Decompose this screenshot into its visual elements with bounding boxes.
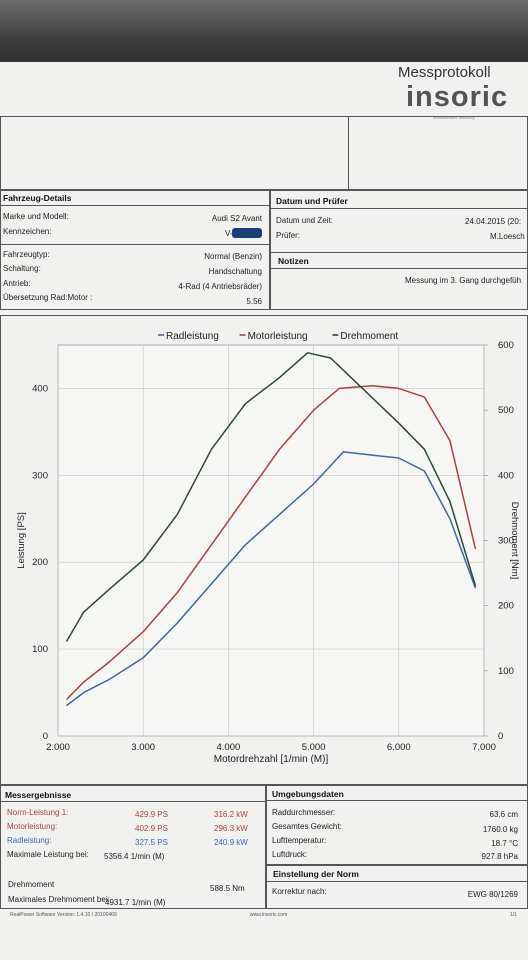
power-torque-chart: 2.000 3.000 4.000 5.000 6.000 7.0000100200300…	[16, 331, 520, 765]
y-tick-label: 400	[32, 383, 48, 394]
vehicle-value-4: 4-Rad (4 Antriebsräder)	[178, 282, 262, 291]
env-value-1: 1760.0 kg	[482, 825, 518, 834]
env-label-3: Luftdruck:	[272, 850, 308, 859]
env-label-2: Lufttemperatur:	[272, 836, 327, 845]
result-ps-0: 429.9 PS	[135, 810, 168, 819]
y-tick-label: 300	[32, 470, 48, 481]
result-label-2: Radleistung:	[7, 836, 52, 845]
env-label-0: Raddurchmesser:	[272, 808, 336, 817]
result-ps-1: 402.9 PS	[135, 824, 168, 833]
date-section-title: Datum und Prüfer	[276, 196, 348, 206]
norm-value: EWG 80/1269	[467, 890, 518, 899]
x-axis-label: Motordrehzahl [1/min (M)]	[214, 754, 329, 765]
y2-tick-label: 600	[498, 340, 514, 351]
header-box	[0, 116, 528, 190]
x-tick-label: 7.000	[472, 742, 496, 753]
torque-value: 588.5 Nm	[210, 884, 245, 893]
result-ps-2: 327.5 PS	[135, 838, 168, 847]
results-box	[0, 785, 266, 909]
legend-entry: Drehmoment	[340, 331, 398, 342]
series-line-radleistung	[66, 451, 477, 707]
vehicle-label-0: Marke und Modell:	[3, 212, 69, 221]
y-tick-label: 200	[32, 557, 48, 568]
result-label-1: Motorleistung:	[7, 822, 58, 831]
footer-software: RealPower Software Version: 1.4.10 / 201…	[10, 912, 117, 918]
y-tick-label: 100	[32, 644, 48, 655]
result-kw-0: 316.2 kW	[214, 810, 248, 819]
datetime-value: 24.04.2015 (20:	[465, 217, 522, 226]
vehicle-label-3: Schaltung:	[3, 264, 41, 273]
brand-logo: insoric	[406, 81, 508, 114]
max-power-label: Maximale Leistung bei:	[7, 850, 89, 859]
y2-tick-label: 200	[498, 601, 514, 612]
y2-tick-label: 400	[498, 470, 514, 481]
vehicle-label-4: Antrieb:	[3, 279, 31, 288]
results-section-title: Messergebnisse	[5, 790, 72, 800]
y2-tick-label: 0	[498, 731, 503, 742]
max-torque-label: Maximales Drehmoment bei:	[8, 895, 110, 904]
y2-tick-label: 300	[498, 536, 514, 547]
env-value-0: 63.6 cm	[489, 810, 518, 819]
norm-section-title: Einstellung der Norm	[273, 869, 359, 879]
x-tick-label: 6.000	[387, 742, 411, 753]
examiner-value: M.Loesch	[490, 232, 525, 241]
vehicle-value-1: V-	[225, 229, 233, 238]
vehicle-section-title: Fahrzeug-Details	[3, 193, 72, 203]
x-tick-label: 2.000	[46, 742, 70, 753]
y-axis-label: Leistung [PS]	[16, 512, 27, 569]
legend-entry: Radleistung	[166, 331, 219, 342]
notes-text: Messung im 3. Gang durchgefüh	[405, 276, 522, 285]
examiner-label: Prüfer:	[276, 231, 301, 240]
plot-area	[57, 344, 485, 737]
y-tick-label: 0	[43, 731, 48, 742]
device-bezel	[0, 0, 528, 70]
footer-page: 1/1	[510, 912, 517, 918]
y2-tick-label: 100	[498, 666, 514, 677]
brand-logo-text: insoric	[406, 81, 509, 113]
result-kw-2: 240.9 kW	[214, 838, 248, 847]
vehicle-value-0: Audi S2 Avant	[211, 214, 262, 223]
env-label-1: Gesamtes Gewicht:	[272, 822, 342, 831]
datetime-label: Datum und Zeit:	[276, 216, 333, 225]
max-power-value: 5356.4 1/min (M)	[104, 852, 165, 861]
vehicle-label-1: Kennzeichen:	[3, 227, 52, 236]
notes-section-title: Notizen	[278, 256, 309, 266]
vehicle-label-2: Fahrzeugtyp:	[3, 250, 50, 259]
x-tick-label: 5.000	[302, 742, 326, 753]
environment-section-title: Umgebungsdaten	[272, 789, 344, 799]
vehicle-value-2: Normal (Benzin)	[204, 252, 262, 261]
series-line-drehmoment	[65, 352, 477, 642]
vehicle-value-3: Handschaltung	[208, 267, 262, 276]
env-value-2: 18.7 °C	[491, 839, 518, 848]
plate-redaction	[232, 228, 262, 238]
series-line-motorleistung	[65, 385, 477, 701]
vehicle-label-5: Übersetzung Rad:Motor :	[3, 293, 93, 302]
y2-tick-label: 500	[498, 405, 514, 416]
y2-axis-label: Drehmoment [Nm]	[509, 502, 520, 580]
vehicle-value-5: 5.56	[246, 297, 262, 306]
result-label-0: Norm-Leistung 1:	[7, 808, 69, 817]
footer-website: www.insoric.com	[250, 912, 288, 918]
vehicle-box	[0, 190, 270, 310]
env-value-3: 927.8 hPa	[481, 852, 518, 861]
torque-label: Drehmoment	[8, 880, 55, 889]
legend-entry: Motorleistung	[248, 331, 308, 342]
header-title: Messprotokoll	[398, 64, 491, 81]
x-tick-label: 3.000	[131, 742, 155, 753]
max-torque-value: 4931.7 1/min (M)	[105, 898, 166, 907]
x-tick-label: 4.000	[217, 742, 241, 753]
brand-tagline: measurement resolving	[433, 115, 475, 120]
norm-label: Korrektur nach:	[272, 887, 327, 896]
result-kw-1: 296.3 kW	[214, 824, 248, 833]
